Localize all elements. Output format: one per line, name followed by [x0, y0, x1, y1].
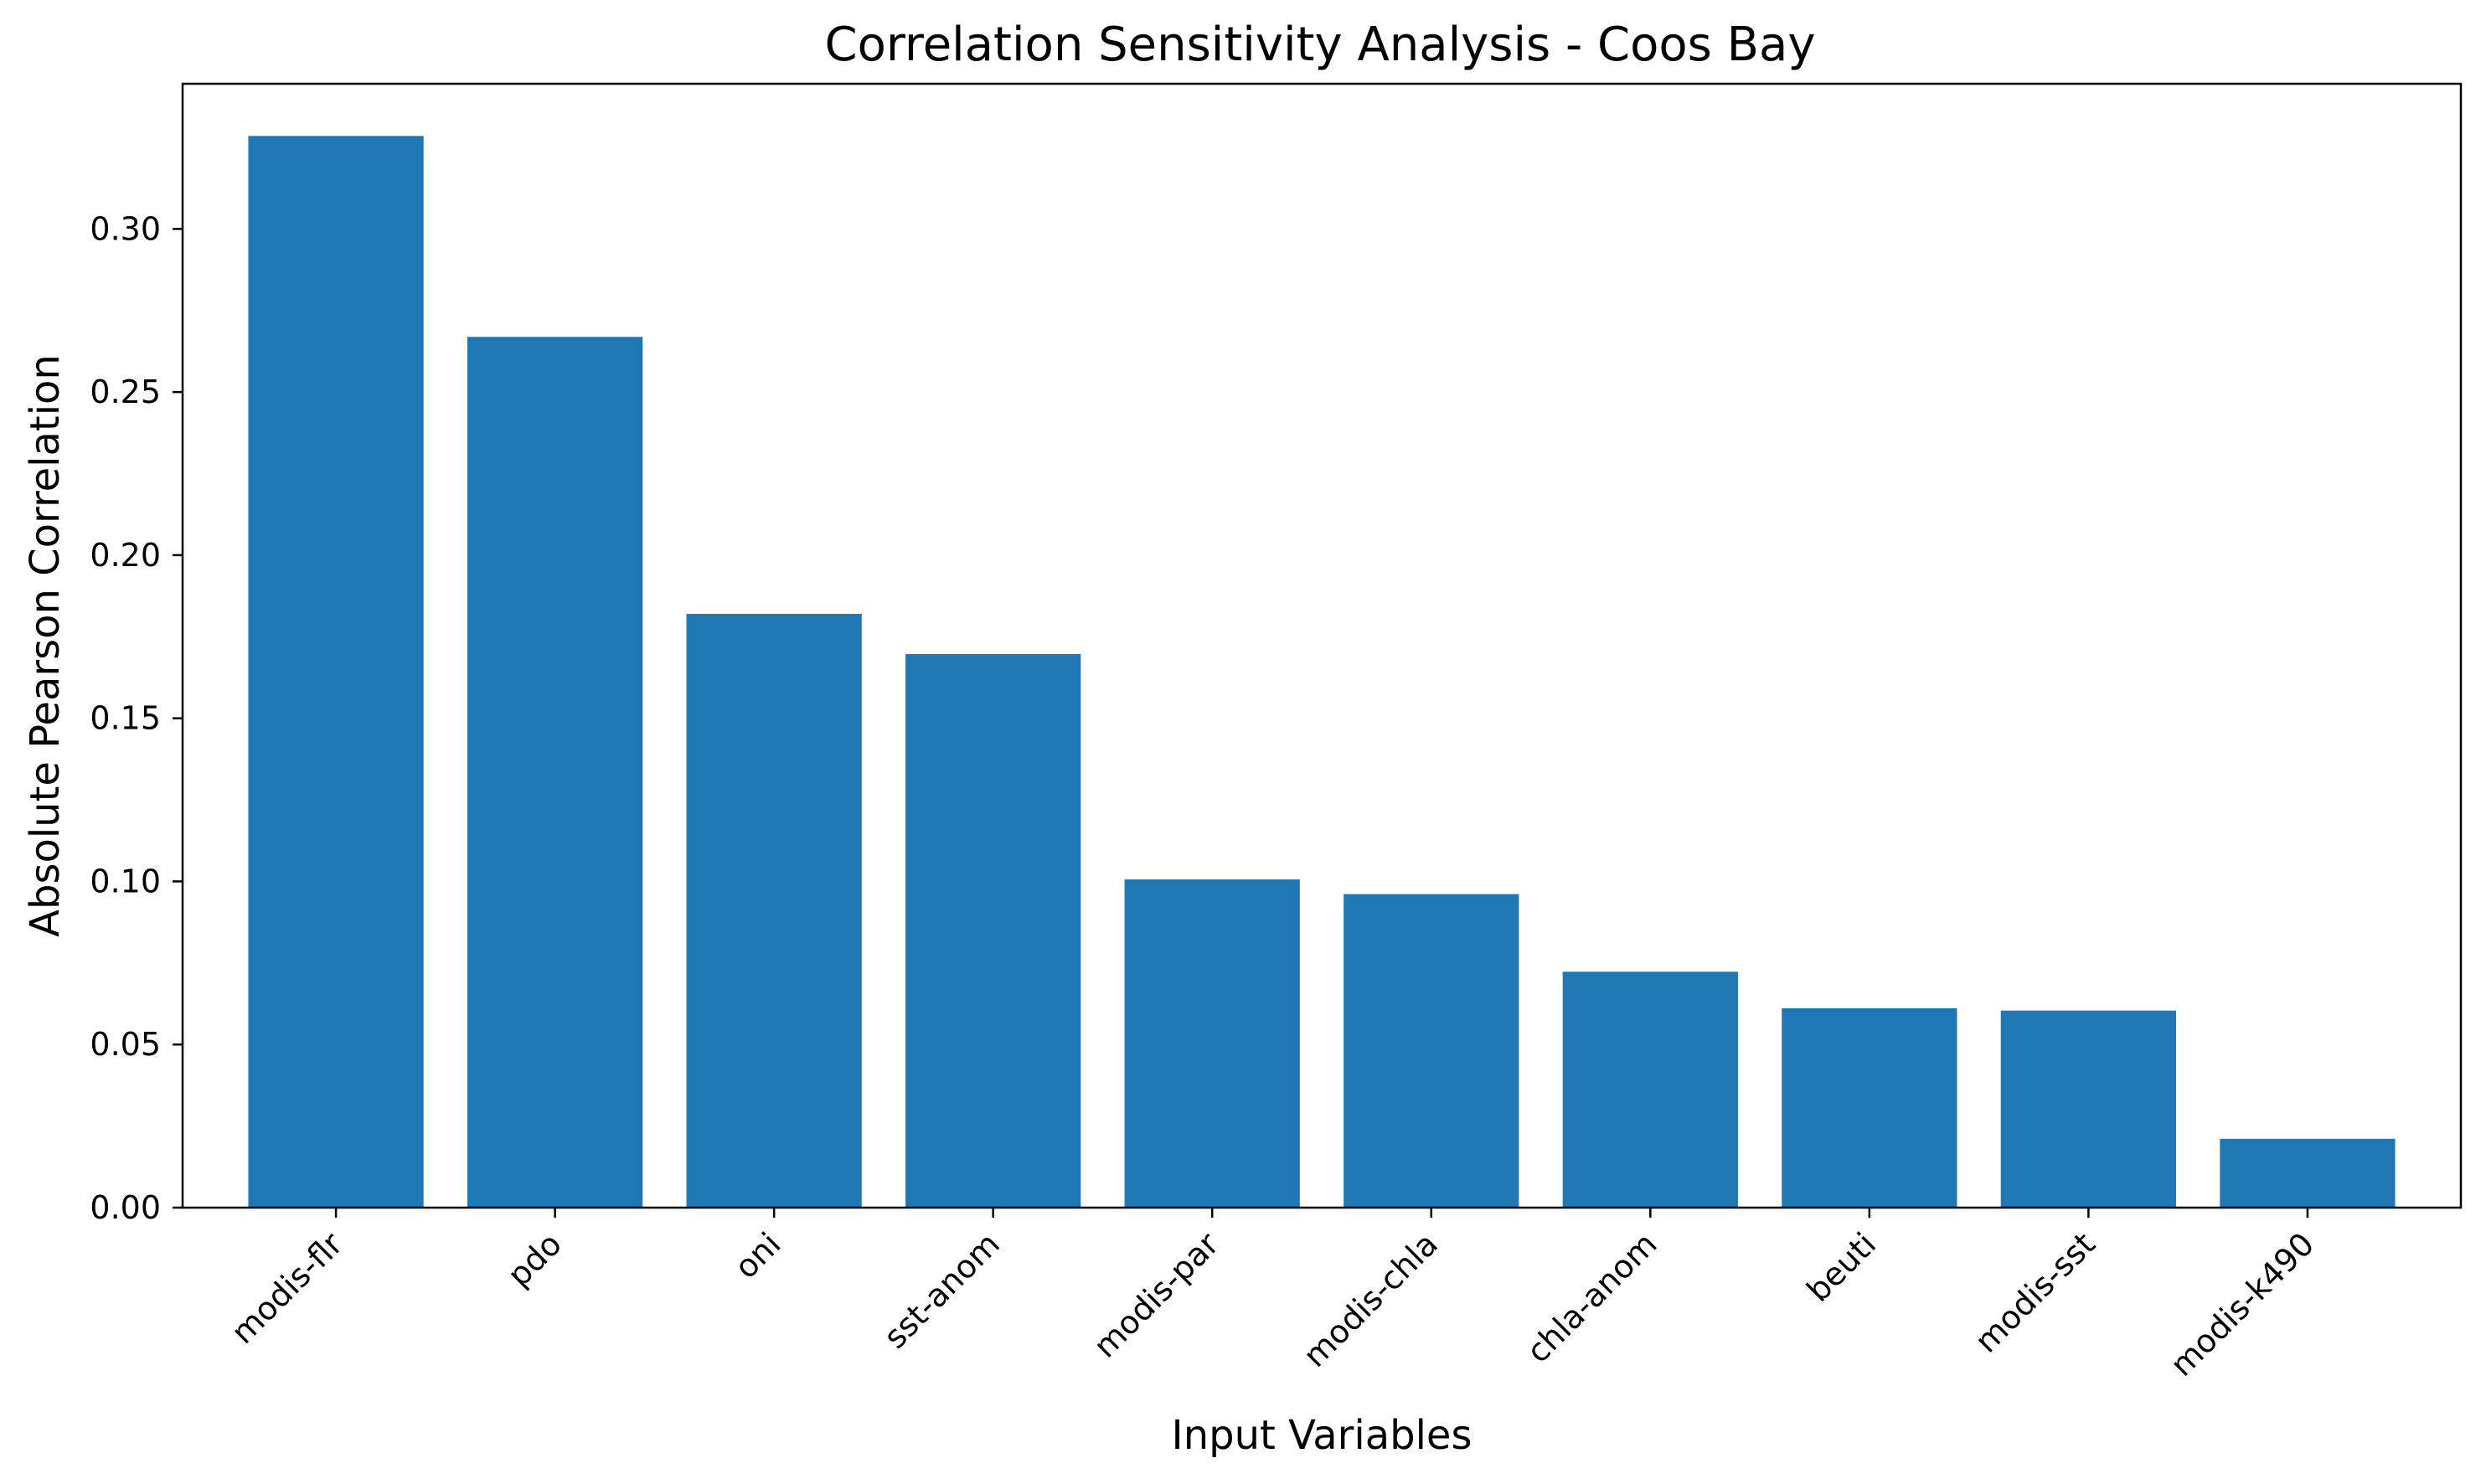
bar-sst-anom — [905, 653, 1081, 1208]
bar-modis-k490 — [2220, 1138, 2396, 1208]
y-axis-label: Absolute Pearson Correlation — [22, 354, 69, 937]
x-tick-label-oni: oni — [727, 1225, 787, 1286]
bar-beuti — [1782, 1007, 1957, 1208]
bar-modis-flr — [248, 136, 424, 1208]
bars-layer — [248, 136, 2396, 1208]
bar-modis-sst — [2000, 1010, 2176, 1208]
x-tick-label-pdo: pdo — [500, 1225, 569, 1294]
bar-chla-anom — [1562, 971, 1738, 1208]
x-tick-label-modis-sst: modis-sst — [1968, 1225, 2102, 1359]
y-tick-label: 0.25 — [90, 374, 161, 410]
x-tick-label-sst-anom: sst-anom — [877, 1225, 1007, 1355]
y-tick-label: 0.15 — [90, 700, 161, 737]
bar-pdo — [467, 337, 643, 1208]
y-tick-label: 0.00 — [90, 1189, 161, 1226]
x-axis-label: Input Variables — [1172, 1412, 1473, 1459]
x-tick-label-modis-k490: modis-k490 — [2163, 1225, 2321, 1384]
y-tick-label: 0.10 — [90, 863, 161, 899]
x-tick-label-chla-anom: chla-anom — [1519, 1225, 1664, 1370]
x-tick-label-modis-par: modis-par — [1086, 1225, 1226, 1365]
plot-frame — [181, 82, 2463, 1209]
y-tick-label: 0.20 — [90, 537, 161, 574]
x-tick-label-beuti: beuti — [1799, 1225, 1883, 1309]
y-tick-label: 0.05 — [90, 1026, 161, 1063]
x-axis-ticks: modis-flr pdo oni sst-anom modis-par modis-ch… — [224, 1208, 2321, 1384]
y-axis-ticks: 0.00 0.05 0.10 0.15 0.20 0.25 0.30 — [90, 210, 183, 1226]
x-tick-label-modis-flr: modis-flr — [224, 1225, 350, 1351]
bar-modis-par — [1124, 879, 1300, 1208]
bar-oni — [686, 614, 862, 1208]
y-tick-label: 0.30 — [90, 210, 161, 247]
x-tick-label-modis-chla: modis-chla — [1296, 1225, 1445, 1374]
bar-modis-chla — [1344, 894, 1519, 1208]
chart-title: Correlation Sensitivity Analysis - Coos … — [825, 18, 1816, 72]
